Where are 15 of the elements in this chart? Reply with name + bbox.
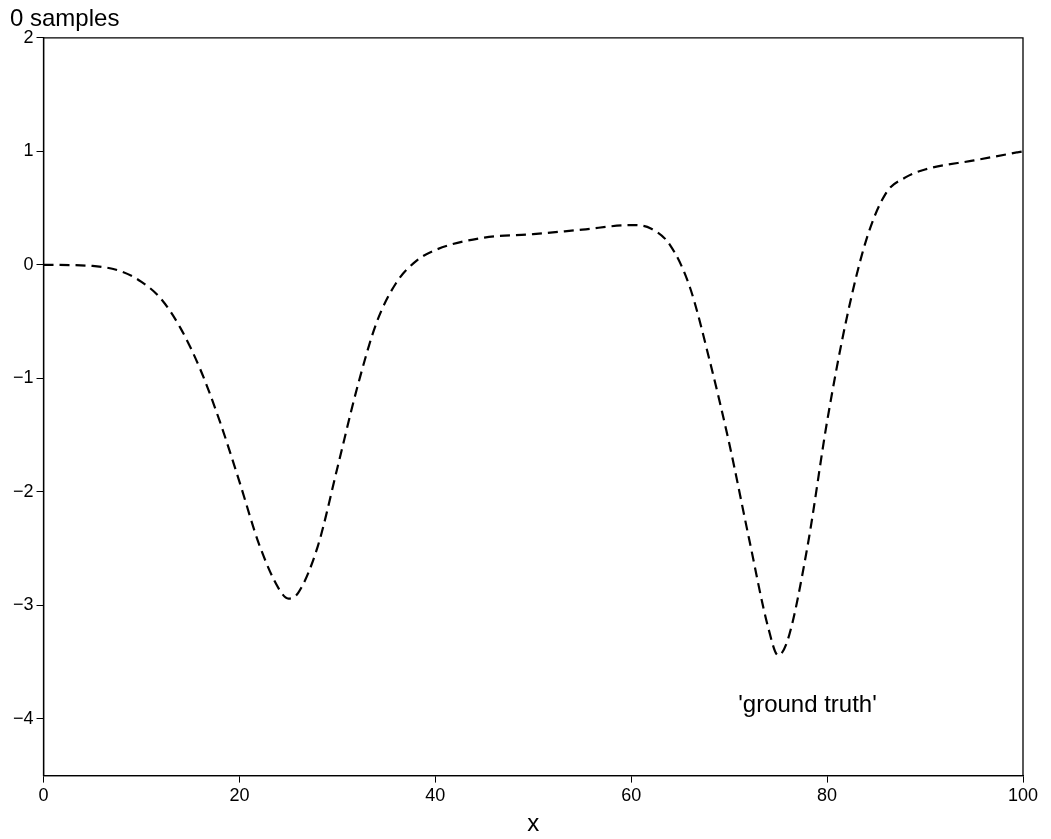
x-axis-title: x [527,809,540,837]
y-tick-label: −4 [12,707,34,728]
x-tick-label: 60 [621,785,642,806]
y-tick-label: −1 [12,367,34,388]
x-tick-label: 40 [425,785,446,806]
x-tick-label: 80 [817,785,838,806]
x-tick-label: 0 [38,785,49,806]
y-tick-label: −2 [12,480,34,501]
y-tick-label: 0 [23,253,34,274]
x-tick-label: 100 [1007,785,1039,806]
x-tick-label: 20 [229,785,250,806]
annotation: 'ground truth' [738,690,877,718]
y-tick-label: 1 [23,140,34,161]
y-tick-label: 2 [23,26,34,47]
y-tick-label: −3 [12,594,34,615]
